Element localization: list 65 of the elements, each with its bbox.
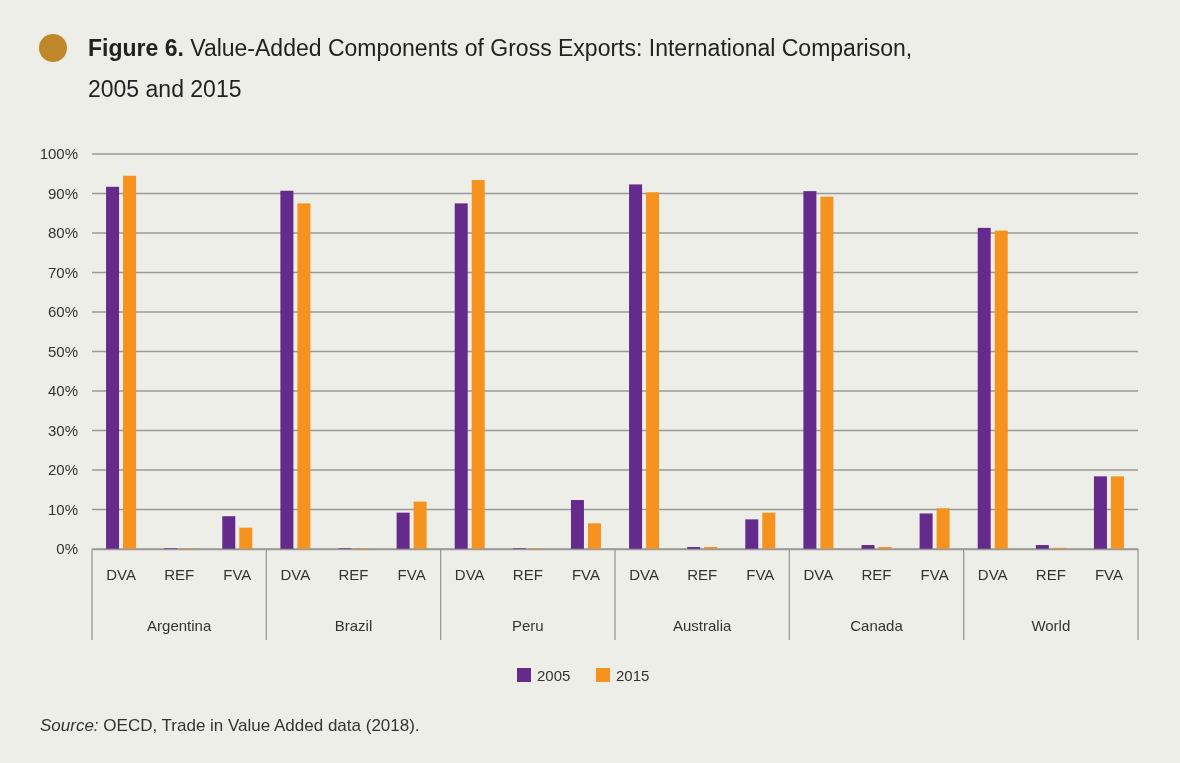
y-tick-label: 70% [47,263,78,281]
y-tick-label: 60% [47,303,78,321]
bar [396,512,410,549]
y-tick-label: 40% [47,382,78,400]
bar [646,192,660,549]
bar [994,230,1008,549]
bar [413,501,427,549]
y-tick-label: 100% [39,145,78,163]
x-tick-label: DVA [454,565,485,583]
y-tick-label: 80% [47,224,78,242]
x-tick-label: FVA [1094,565,1123,583]
bar [297,203,311,549]
x-tick-label: REF [861,565,892,583]
x-tick-label: REF [338,565,369,583]
bar [123,175,137,549]
x-tick-label: DVA [280,565,311,583]
x-tick-label: FVA [397,565,426,583]
x-tick-label: REF [1035,565,1066,583]
x-tick-label: REF [687,565,718,583]
text: Peru [511,617,544,634]
x-tick-label: DVA [977,565,1008,583]
x-tick-label: DVA [106,565,136,583]
bar [861,545,875,549]
bar [587,523,601,549]
y-tick-label: 20% [47,461,78,479]
y-tick-label: 30% [47,421,78,439]
text: Brazil [334,617,373,634]
bar [762,512,776,549]
bar [222,516,236,549]
y-tick-label: 0% [56,540,78,558]
x-tick-label: FVA [746,565,775,583]
bar [803,191,817,549]
bar [106,186,120,549]
legend-label: 2005 [537,667,571,684]
y-tick-label: 10% [47,500,78,518]
bar [1093,476,1107,549]
y-tick-label: 90% [47,184,78,202]
bar [820,196,834,549]
legend-label: 2015 [616,667,650,684]
bar [570,500,584,549]
bar [977,227,991,549]
bar [936,508,950,549]
y-tick-label: 50% [47,342,78,360]
bar [471,180,485,549]
chart-title: Figure 6. Value-Added Components of Gross Exports: International Comparison, 2005 and 2015 [88,35,913,102]
bar [454,203,468,549]
text: Australia [672,617,732,634]
bar [239,527,253,549]
text: Argentina [147,617,212,634]
x-tick-label: FVA [223,565,252,583]
bar [280,190,294,549]
bar [1035,545,1049,549]
x-tick-label: REF [512,565,543,583]
x-tick-label: REF [164,565,195,583]
x-tick-label: DVA [629,565,659,583]
x-tick-label: FVA [571,565,600,583]
text: World [1031,617,1071,634]
bar [745,519,759,549]
x-tick-label: FVA [920,565,949,583]
x-tick-label: DVA [803,565,834,583]
bar [1110,476,1124,549]
source-note: Source: OECD, Trade in Value Added data (2018). [40,716,420,735]
text: Canada [850,617,904,634]
bar [919,513,933,549]
bar [629,184,643,549]
